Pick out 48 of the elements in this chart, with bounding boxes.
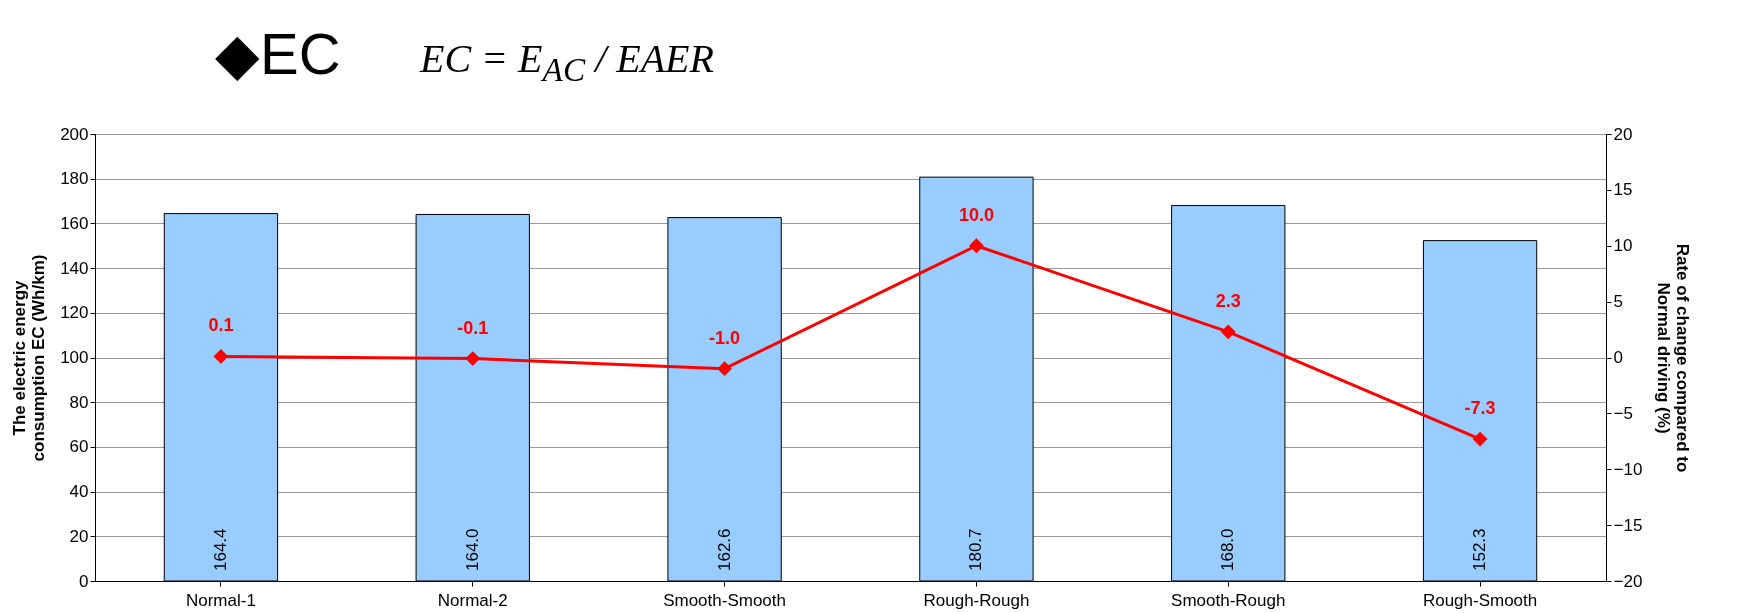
data-label: 162.6 (714, 528, 734, 571)
y2-tick-label: −5 (1613, 403, 1633, 423)
y-tick-label: 200 (60, 124, 89, 144)
chart-title: ◆EC (215, 20, 341, 88)
data-label: 168.0 (1218, 528, 1238, 571)
x-tick-label: Normal-2 (437, 590, 508, 610)
text: EC = E$_{AC}$ / EAER (420, 35, 714, 89)
x-tick-label: Normal-1 (185, 590, 256, 610)
data-label: 152.3 (1470, 528, 1490, 571)
y-axis-title: The electric energy consumption EC (Wh/km) (10, 254, 49, 462)
y2-tick-label: −20 (1613, 571, 1643, 591)
x-tick-label: Rough-Smooth (1422, 590, 1538, 610)
y-tick-label: 160 (60, 213, 89, 233)
y2-tick-label: 0 (1613, 348, 1623, 367)
point (1220, 324, 1236, 340)
data-label: -7.3 (1464, 398, 1496, 419)
y-tick-label: 180 (60, 169, 89, 189)
y2-axis-title: Rate of change compared to Normal driving (%) (1654, 243, 1693, 473)
point (717, 361, 732, 377)
y-tick-label: 80 (69, 392, 89, 412)
point (213, 348, 229, 364)
x-tick-label: Rough-Rough (923, 590, 1030, 610)
y2-tick-label: 10 (1613, 236, 1633, 256)
y-tick-label: 100 (60, 348, 89, 367)
data-label: 164.4 (210, 528, 230, 571)
y2-tick-label: −10 (1613, 459, 1643, 479)
data-label: 10.0 (958, 204, 994, 225)
data-label: -1.0 (709, 327, 741, 348)
y-tick-label: 0 (79, 571, 89, 591)
data-label: 0.1 (208, 315, 234, 336)
y-tick-label: 140 (60, 258, 89, 278)
point (465, 351, 481, 367)
y-tick-label: 60 (69, 437, 89, 457)
data-label: 164.0 (462, 528, 482, 571)
data-label: 180.7 (966, 528, 986, 571)
point (1472, 431, 1488, 447)
point (969, 238, 984, 254)
x-tick-label: Smooth-Smooth (663, 590, 787, 610)
y-tick-label: 40 (69, 482, 89, 502)
y2-tick-label: 5 (1613, 292, 1623, 312)
y-tick-label: 120 (60, 303, 89, 323)
y2-tick-label: −15 (1613, 515, 1643, 535)
x-tick-label: Smooth-Rough (1171, 590, 1286, 610)
y-tick-label: 20 (69, 526, 89, 546)
data-label: 2.3 (1215, 290, 1241, 311)
y2-tick-label: 15 (1613, 180, 1633, 200)
y2-tick-label: 20 (1613, 124, 1633, 144)
data-label: -0.1 (457, 317, 489, 338)
